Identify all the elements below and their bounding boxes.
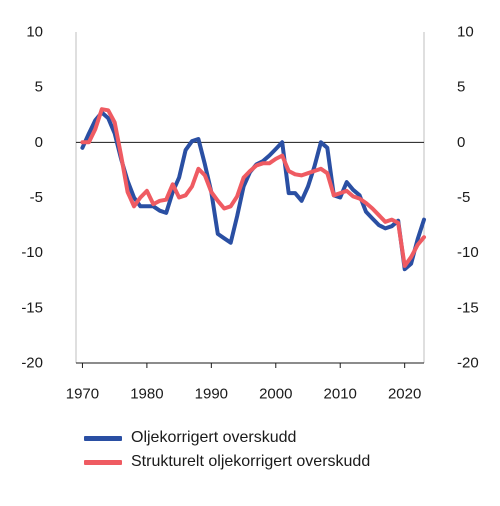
x-tick-label: 1980 [130,386,163,403]
axes [75,32,425,364]
legend-label-2: Strukturelt oljekorrigert overskudd [131,453,371,470]
y-tick-label-left: 5 [35,79,43,96]
legend-item-1: Oljekorrigert overskudd [84,426,370,450]
legend-item-2: Strukturelt oljekorrigert overskudd [84,450,370,474]
y-tick-label-right: -10 [457,244,479,261]
y-tick-label-right: 10 [457,24,474,41]
y-tick-label-left: 10 [26,24,43,41]
legend-swatch-red [84,459,122,465]
line-chart: 10 10 5 5 0 0 -5 -5 -10 -10 -15 -15 -20 -20 1970 1980 19… [21,24,478,403]
y-tick-label-left: -20 [21,355,43,372]
y-tick-label-right: -20 [457,355,479,372]
y-tick-label-right: -15 [457,299,479,316]
x-tick-label: 1990 [195,386,228,403]
y-tick-label-left: -10 [21,244,43,261]
series-line-strukturelt [80,107,426,268]
y-tick-label-right: 0 [457,134,465,151]
x-tick-label: 1970 [66,386,99,403]
x-tick-label: 2000 [259,386,292,403]
y-tick-label-left: -5 [30,189,43,206]
series-line-oljekorrigert [80,110,426,272]
series-layer [80,107,426,272]
legend-swatch-blue [84,435,122,441]
y-tick-label-right: 5 [457,79,465,96]
x-tick-label: 2020 [388,386,421,403]
y-tick-label-left: 0 [35,134,43,151]
legend: Oljekorrigert overskudd Strukturelt olje… [84,426,370,474]
y-tick-label-left: -15 [21,299,43,316]
y-tick-label-right: -5 [457,189,470,206]
legend-label-1: Oljekorrigert overskudd [131,429,297,446]
tick-labels: 10 10 5 5 0 0 -5 -5 -10 -10 -15 -15 -20 -20 1970 1980 19… [21,24,478,403]
x-tick-label: 2010 [324,386,357,403]
